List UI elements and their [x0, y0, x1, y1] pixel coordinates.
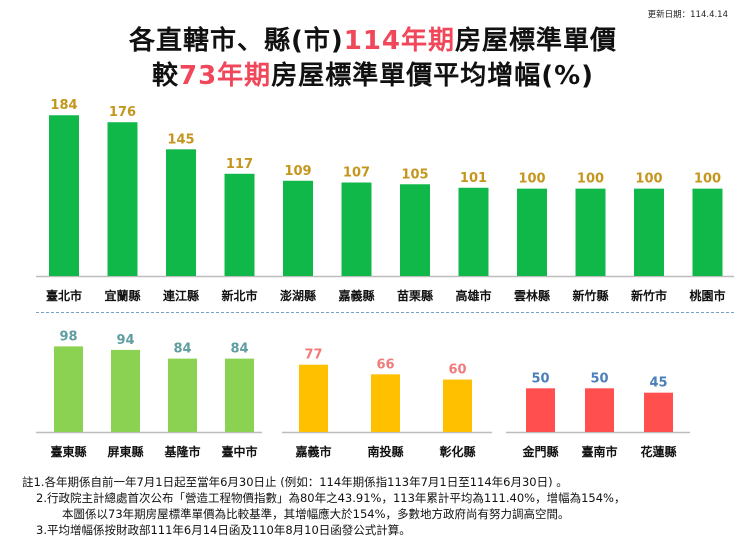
bar-澎湖縣	[283, 180, 313, 276]
value-label: 77	[304, 348, 322, 363]
title-2-highlight: 73年期	[179, 61, 272, 91]
category-label: 連江縣	[163, 288, 199, 303]
category-label: 桃園市	[689, 288, 725, 303]
value-label: 109	[284, 164, 311, 179]
bar-臺北市	[49, 115, 79, 277]
value-label: 50	[590, 371, 608, 386]
value-label: 60	[448, 363, 466, 378]
note-1: 註1.各年期係自前一年7月1日起至當年6月30日止 (例如：114年期係指113…	[22, 475, 568, 489]
value-label: 100	[577, 172, 604, 187]
bar-新竹縣	[575, 188, 606, 276]
bar-基隆市	[168, 358, 197, 432]
category-label: 嘉義市	[294, 444, 331, 459]
value-label: 117	[226, 157, 253, 172]
category-label: 彰化縣	[439, 444, 475, 459]
bar-南投縣	[371, 374, 400, 432]
value-label: 45	[649, 376, 667, 391]
chart-title-line-1: 各直轄市、縣(市)114年期房屋標準單價	[0, 20, 746, 57]
title-2-prefix: 較	[151, 61, 179, 91]
bar-宜蘭縣	[107, 122, 138, 276]
value-label: 66	[376, 357, 394, 372]
value-label: 100	[635, 172, 662, 187]
bar-新竹市	[634, 188, 664, 276]
bar-彰化縣	[443, 379, 472, 432]
bar-雲林縣	[517, 188, 547, 276]
bar-嘉義市	[299, 364, 328, 432]
category-label: 高雄市	[455, 288, 491, 303]
bar-金門縣	[526, 388, 555, 432]
title-1-suffix: 房屋標準單價	[455, 26, 618, 56]
category-label: 臺南市	[581, 444, 617, 459]
category-label: 南投縣	[367, 444, 403, 459]
chart-title-line-2: 較73年期房屋標準單價平均增幅(%)	[0, 55, 746, 92]
category-label: 花蓮縣	[640, 444, 676, 459]
category-label: 雲林縣	[514, 288, 550, 303]
category-label: 宜蘭縣	[104, 288, 140, 303]
title-1-prefix: 各直轄市、縣(市)	[128, 26, 344, 56]
bar-新北市	[224, 173, 255, 276]
value-label: 145	[167, 132, 194, 147]
note-2-continued: 本圖係以73年期房屋標準單價為比較基準，其增幅應大於154%，多數地方政府尚有努…	[62, 507, 570, 521]
note-3: 3.平均增幅係按財政部111年6月14日函及110年8月10日函發公式計算。	[36, 523, 411, 537]
value-label: 107	[343, 166, 370, 181]
title-1-highlight: 114年期	[343, 26, 456, 56]
category-label: 金門縣	[521, 444, 558, 459]
category-label: 嘉義縣	[337, 288, 374, 303]
category-label: 澎湖縣	[280, 288, 316, 303]
category-label: 屏東縣	[106, 444, 143, 459]
bar-臺東縣	[54, 346, 83, 432]
value-label: 100	[694, 172, 721, 187]
bar-花蓮縣	[644, 392, 673, 432]
category-label: 新北市	[221, 288, 257, 303]
category-label: 新竹縣	[572, 288, 608, 303]
value-label: 94	[116, 333, 134, 348]
value-label: 100	[518, 172, 545, 187]
title-2-suffix: 房屋標準單價平均增幅(%)	[271, 61, 595, 91]
value-label: 98	[59, 329, 77, 344]
value-label: 184	[50, 98, 77, 113]
value-label: 84	[230, 342, 248, 357]
bar-臺南市	[585, 388, 614, 432]
value-label: 176	[109, 105, 136, 120]
category-label: 臺東縣	[50, 444, 86, 459]
value-label: 84	[173, 342, 191, 357]
note-2: 2.行政院主計總處首次公布「營造工程物價指數」為80年之43.91%，113年累…	[36, 491, 626, 505]
update-date: 更新日期：114.4.14	[647, 10, 728, 20]
category-label: 臺中市	[221, 444, 257, 459]
bar-屏東縣	[111, 349, 140, 432]
bar-臺中市	[225, 358, 254, 432]
category-label: 基隆市	[163, 444, 200, 459]
value-label: 105	[401, 167, 428, 182]
bar-高雄市	[458, 187, 489, 276]
bar-苗栗縣	[400, 184, 430, 276]
section-divider	[36, 312, 734, 313]
bar-嘉義縣	[341, 182, 372, 276]
category-label: 苗栗縣	[397, 288, 433, 303]
value-label: 50	[531, 371, 549, 386]
bar-桃園市	[692, 188, 723, 276]
category-label: 新竹市	[631, 288, 667, 303]
footnotes: 註1.各年期係自前一年7月1日起至當年6月30日止 (例如：114年期係指113…	[22, 474, 742, 538]
bar-連江縣	[166, 149, 196, 276]
bar-charts: 184 臺北市 176 宜蘭縣 145 連江縣 117 新北市 109 澎湖縣 107 嘉義縣 105 苗…	[36, 98, 734, 459]
value-label: 101	[460, 171, 487, 186]
category-label: 臺北市	[46, 288, 82, 303]
